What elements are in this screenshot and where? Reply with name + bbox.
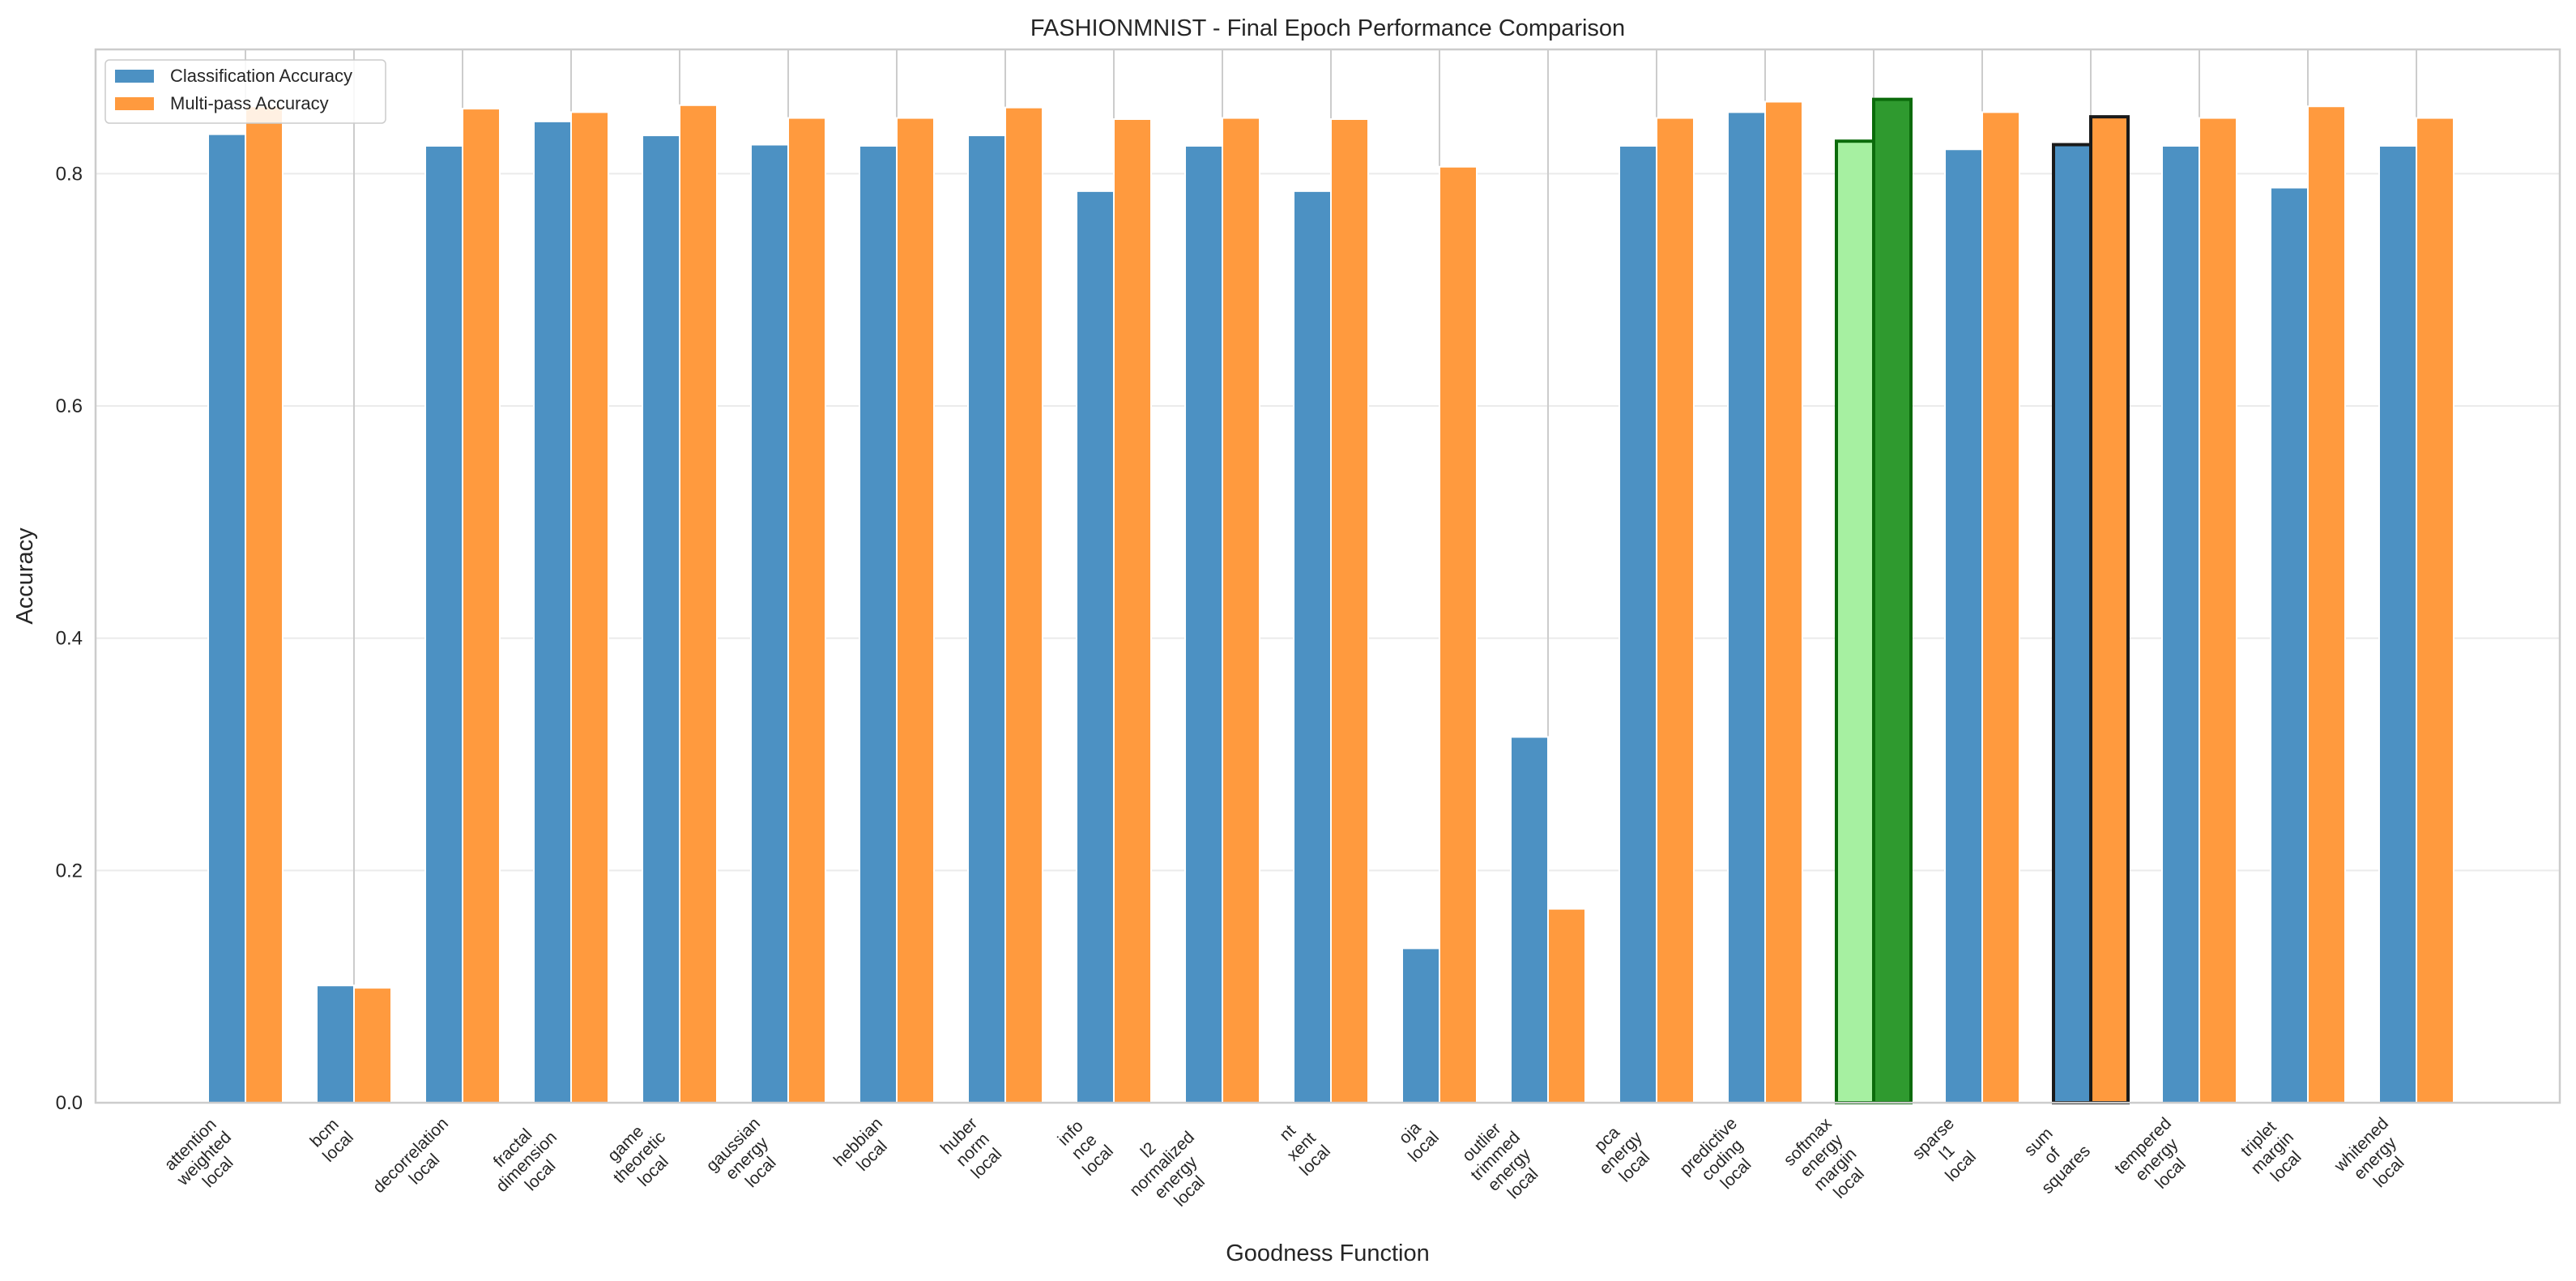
bar-classification (2161, 144, 2200, 1104)
bar-classification (750, 143, 789, 1104)
bar-multipass (1113, 117, 1152, 1104)
y-axis-label: Accuracy (12, 527, 38, 625)
x-axis-label: Goodness Function (1226, 1240, 1429, 1266)
bar-multipass (245, 105, 284, 1104)
bar-classification (1401, 947, 1440, 1104)
legend-swatch-multipass (115, 97, 154, 110)
bar-multipass (462, 108, 501, 1104)
bar-multipass (2416, 117, 2454, 1104)
bar-classification (1184, 144, 1223, 1104)
bar-classification (533, 120, 572, 1104)
y-tick-label: 0.0 (56, 1092, 83, 1114)
bar-multipass (1222, 117, 1260, 1104)
y-tick-label: 0.2 (56, 860, 83, 882)
bar-classification (207, 133, 246, 1104)
bar-multipass (2199, 117, 2237, 1104)
bar-multipass (1330, 117, 1369, 1104)
bar-classification (2270, 186, 2309, 1104)
legend-label-multipass: Multi-pass Accuracy (170, 93, 329, 113)
legend-swatch-classification (115, 70, 154, 83)
bar-multipass (1004, 106, 1043, 1104)
bar-classification (1619, 144, 1657, 1104)
bar-classification (1076, 190, 1115, 1104)
y-tick-label: 0.8 (56, 163, 83, 185)
y-ticks: 0.0 0.2 0.4 0.6 0.8 (56, 163, 83, 1114)
bar-classification (2052, 143, 2092, 1105)
bar-multipass (679, 104, 718, 1104)
y-tick-label: 0.6 (56, 395, 83, 417)
bar-multipass (2307, 105, 2346, 1104)
bar-classification (1510, 736, 1549, 1104)
bar-classification (1727, 111, 1766, 1104)
x-tick-label: outliertrimmedenergylocal (1453, 1114, 1551, 1212)
bar-classification (1293, 190, 1332, 1104)
bar-multipass (1439, 165, 1478, 1104)
bars (207, 97, 2454, 1105)
bar-classification (967, 135, 1006, 1104)
svg-text:outliertrimmedenergylocal: outliertrimmedenergylocal (1453, 1114, 1551, 1212)
bar-classification (859, 144, 898, 1104)
bar-multipass (570, 111, 609, 1104)
bar-multipass (1764, 100, 1803, 1104)
bar-classification (642, 135, 680, 1104)
bar-multipass (1547, 907, 1586, 1104)
chart-title: FASHIONMNIST - Final Epoch Performance C… (1030, 15, 1625, 41)
bar-classification (2378, 144, 2417, 1104)
bar-classification (424, 144, 463, 1104)
bar-multipass (353, 987, 392, 1104)
legend-frame (104, 59, 386, 124)
y-tick-label: 0.4 (56, 628, 83, 650)
bar-multipass (896, 117, 935, 1104)
bar-classification (1835, 139, 1875, 1104)
bar-classification (316, 984, 355, 1104)
bar-multipass (1656, 117, 1695, 1104)
legend: Classification Accuracy Multi-pass Accur… (104, 59, 386, 124)
bar-multipass (1981, 111, 2020, 1104)
bar-classification (1944, 148, 1983, 1104)
bar-multipass (787, 117, 826, 1104)
legend-label-classification: Classification Accuracy (170, 66, 352, 86)
bar-multipass (2089, 115, 2130, 1104)
bar-multipass (1872, 97, 1913, 1105)
axes-frame (94, 48, 2561, 1104)
